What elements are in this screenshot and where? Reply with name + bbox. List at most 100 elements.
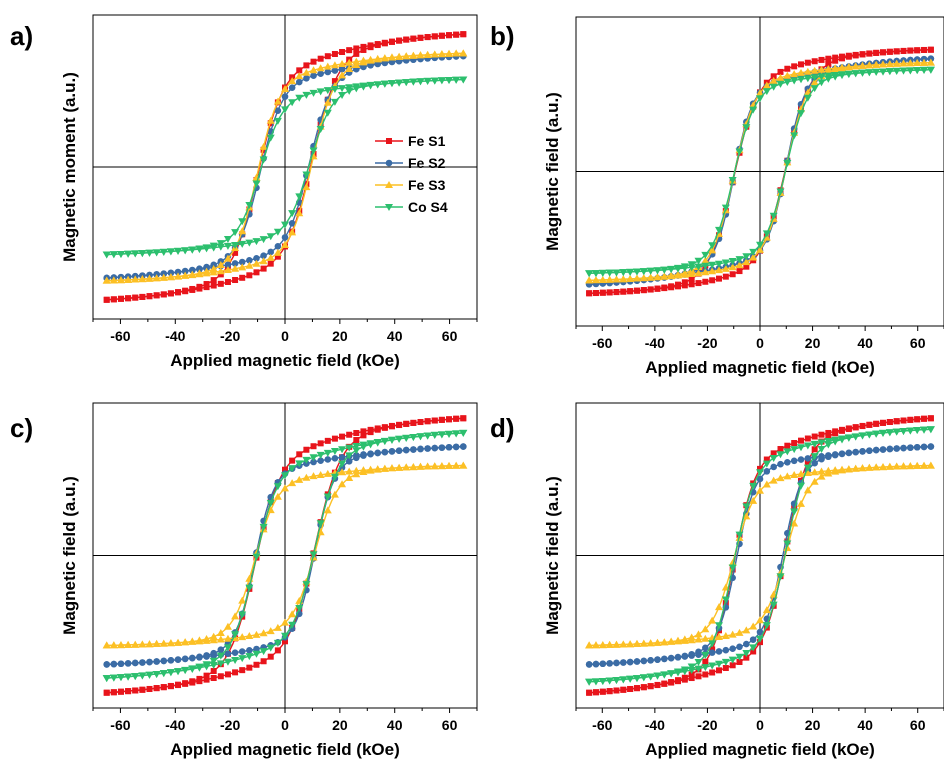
data-point <box>239 667 246 674</box>
data-point <box>708 616 717 624</box>
data-point <box>784 458 791 466</box>
data-point <box>266 627 275 635</box>
data-point <box>914 416 921 423</box>
data-point <box>210 649 217 657</box>
data-point <box>260 252 267 259</box>
data-point <box>735 628 744 636</box>
data-point <box>125 295 132 302</box>
data-point <box>920 443 928 451</box>
data-point <box>858 464 867 472</box>
data-point <box>459 443 467 450</box>
data-point <box>633 287 640 294</box>
data-point <box>195 245 204 253</box>
data-point <box>253 269 260 276</box>
data-point <box>756 469 764 477</box>
data-point <box>110 660 118 668</box>
data-point <box>687 663 696 671</box>
data-point <box>653 638 662 646</box>
data-point <box>202 267 211 275</box>
data-point <box>810 477 819 485</box>
data-point <box>790 446 799 454</box>
data-point <box>124 640 133 648</box>
x-tick-label: -40 <box>645 717 665 733</box>
data-point <box>252 553 261 561</box>
data-point <box>138 640 147 648</box>
data-point <box>438 416 445 423</box>
x-tick-label: -60 <box>110 328 130 344</box>
data-point <box>209 657 218 665</box>
data-point <box>188 654 196 662</box>
data-point <box>181 666 190 674</box>
data-point <box>402 463 411 471</box>
data-point <box>687 666 696 674</box>
data-point <box>295 72 304 80</box>
data-point <box>102 675 111 683</box>
data-point <box>317 457 324 464</box>
data-point <box>103 661 111 668</box>
data-point <box>749 253 758 261</box>
data-point <box>374 41 381 48</box>
data-point <box>131 250 140 258</box>
data-point <box>339 433 346 440</box>
data-point <box>224 279 231 286</box>
data-point <box>742 503 751 511</box>
data-point <box>259 523 268 531</box>
data-point <box>701 262 710 270</box>
data-point <box>238 611 247 619</box>
data-point <box>210 668 217 675</box>
data-point <box>639 274 648 282</box>
data-point <box>116 641 125 649</box>
data-point <box>762 88 771 96</box>
data-point <box>926 58 935 66</box>
data-point <box>783 472 792 480</box>
data-point <box>366 440 375 448</box>
data-point <box>831 451 839 458</box>
data-point <box>756 475 764 483</box>
data-point <box>907 47 914 54</box>
data-point <box>359 56 368 64</box>
y-axis-title: Magnetic moment (a.u.) <box>60 72 79 262</box>
data-point <box>756 241 764 249</box>
data-point <box>791 504 798 511</box>
data-point <box>216 635 225 643</box>
data-point <box>210 261 217 269</box>
data-point <box>892 67 901 75</box>
data-point <box>825 61 832 68</box>
data-point <box>762 81 771 89</box>
data-point <box>345 458 353 465</box>
data-point <box>459 461 468 469</box>
series-fe-s3 <box>585 461 935 649</box>
data-point <box>202 244 211 252</box>
data-point <box>660 272 669 280</box>
data-point <box>714 226 723 234</box>
panel-2: -60 -40 -20 0 20 40 60 Applied magnetic field (… <box>490 16 944 377</box>
data-point <box>790 508 799 516</box>
data-point <box>858 432 867 440</box>
data-point <box>352 466 361 474</box>
data-point <box>586 689 593 696</box>
data-point <box>838 63 847 71</box>
data-point <box>238 258 246 266</box>
data-point <box>776 188 785 196</box>
data-point <box>866 421 873 428</box>
data-point <box>167 656 175 664</box>
data-point <box>653 273 662 281</box>
data-point <box>810 440 819 448</box>
data-point <box>673 270 682 278</box>
data-point <box>899 462 908 470</box>
data-point <box>729 271 736 278</box>
data-point <box>160 684 167 691</box>
data-point <box>367 42 374 49</box>
data-point <box>174 247 183 255</box>
data-point <box>647 286 654 293</box>
data-point <box>721 658 730 666</box>
data-point <box>660 638 669 646</box>
data-point <box>694 630 703 638</box>
data-point <box>316 64 325 72</box>
data-point <box>188 665 197 673</box>
panel-1: -60 -40 -20 0 20 40 60 Applied magnetic field (… <box>10 14 478 370</box>
data-point <box>281 484 289 492</box>
series-fe-s3 <box>102 49 468 284</box>
panel-label: b) <box>490 21 515 51</box>
data-point <box>681 282 688 289</box>
